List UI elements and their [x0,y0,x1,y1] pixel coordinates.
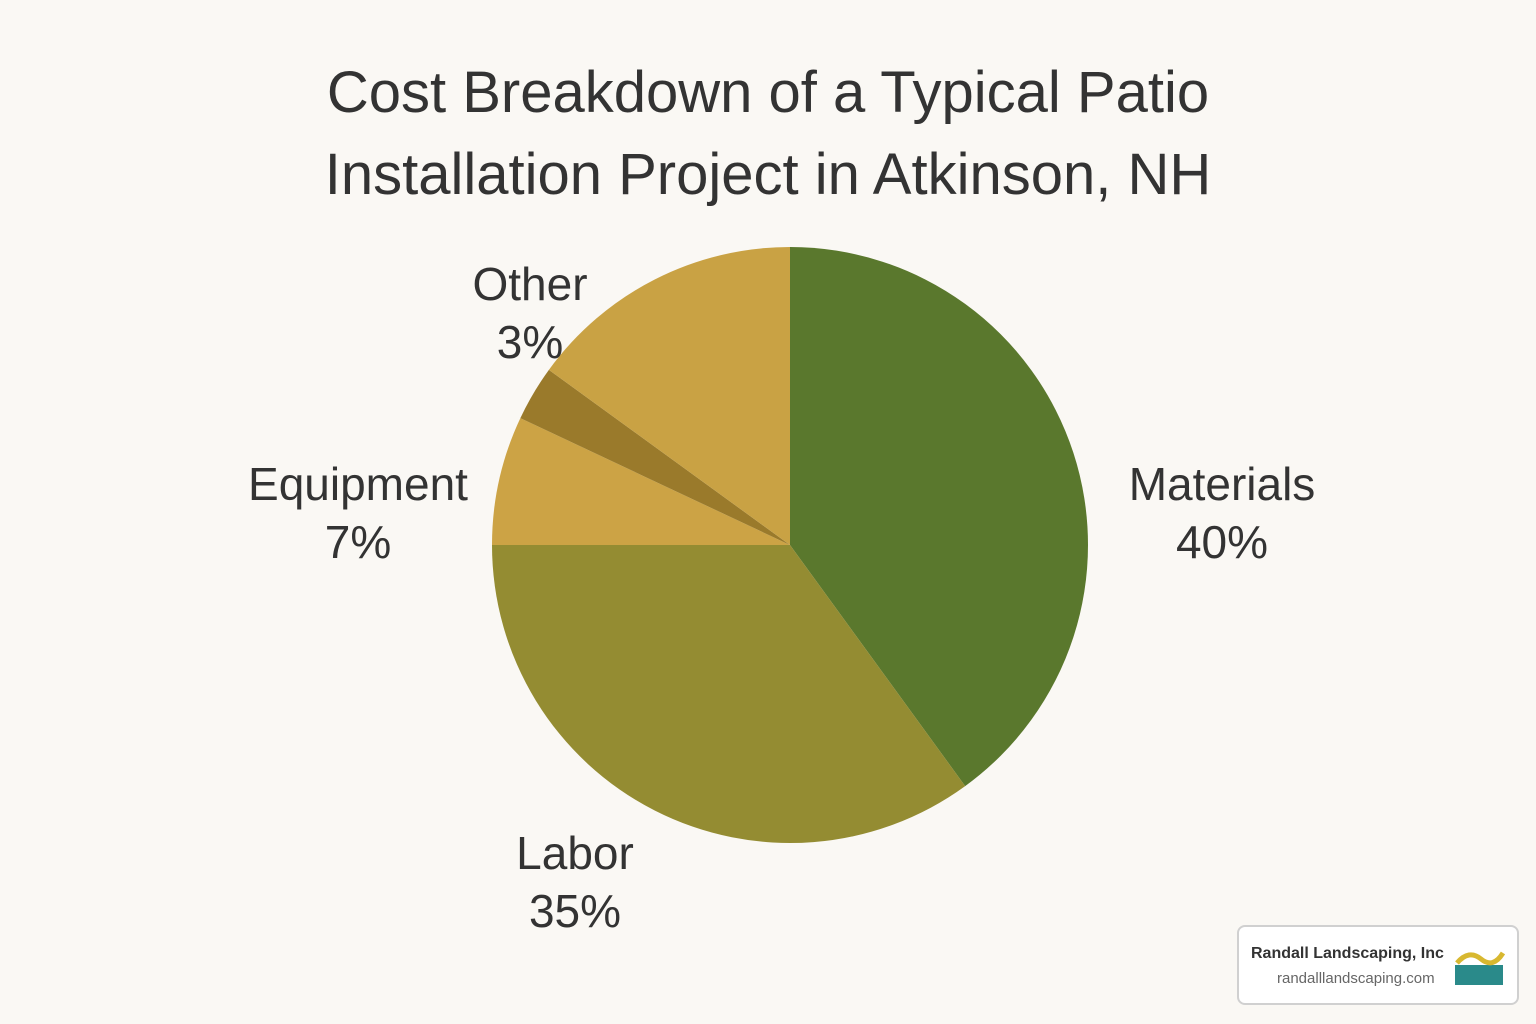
value-label: 7% [325,516,391,568]
value-label: 40% [1176,516,1268,568]
value-label: 3% [497,316,563,368]
watermark: Randall Landscaping, Inc randalllandscap… [1237,925,1519,1005]
slice-label: Other [472,258,587,310]
pie-slice [492,418,790,545]
chart-title: Cost Breakdown of a Typical Patio Instal… [324,60,1212,207]
logo [1455,951,1505,985]
pie-slice [520,369,790,545]
watermark-name: Randall Landscaping, Inc [1251,945,1444,962]
value-label: 35% [529,885,621,937]
slice-label: Equipment [248,458,468,510]
pie-slice [548,247,790,545]
watermark-url: randalllandscaping.com [1277,970,1435,987]
slice-label: Labor [516,827,634,879]
pie-slice [790,247,1089,787]
slice-label: Materials [1129,458,1316,510]
pie-slice [492,545,966,844]
